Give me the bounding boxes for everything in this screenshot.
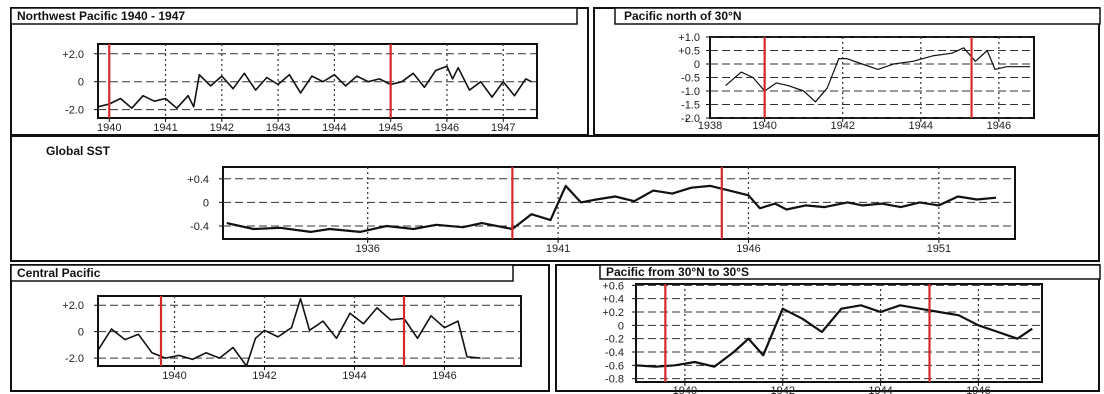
y-tick-label: 0	[78, 327, 84, 339]
y-tick-label: -0.4	[605, 347, 624, 359]
x-tick-label: 1946	[987, 120, 1011, 132]
y-tick-label: +0.5	[678, 46, 700, 58]
y-tick-label: 0	[694, 59, 700, 71]
y-tick-label: -1.0	[681, 86, 700, 98]
y-tick-label: +0.6	[602, 280, 624, 292]
y-tick-label: +0.4	[602, 294, 624, 306]
frame-middle	[10, 135, 1100, 262]
x-tick-label: 1947	[491, 122, 515, 134]
y-tick-label: 0	[618, 320, 624, 332]
y-tick-label: 0	[203, 197, 209, 209]
plot-northwest-pacific: +2.0 0 -2.0 1940 1941 1942 1943 1944 1945 1946 194…	[62, 43, 538, 134]
y-tick-label: -0.6	[605, 360, 624, 372]
x-tick-label: 1940	[673, 385, 697, 394]
x-tick-label: 1944	[342, 370, 366, 382]
plot-area	[97, 43, 538, 119]
title-pn30: Pacific north of 30°N	[624, 9, 742, 23]
x-tick-label: 1940	[97, 122, 121, 134]
x-tick-label: 1946	[966, 385, 990, 394]
series-line	[725, 47, 1031, 103]
y-tick-label: -2.0	[65, 105, 84, 117]
title-nw: Northwest Pacific 1940 - 1947	[17, 9, 185, 23]
y-tick-label: +2.0	[62, 300, 84, 312]
x-tick-label: 1941	[546, 243, 570, 255]
x-tick-label: 1944	[868, 385, 892, 394]
plot-pacific-30n-30s: +0.6 +0.4+0.20 -0.2-0.4-0.6 -0.8 1940 1942 194…	[602, 280, 1043, 394]
series-line	[97, 297, 481, 367]
series-line	[635, 304, 1033, 368]
y-tick-label: +0.2	[602, 307, 624, 319]
title-central: Central Pacific	[17, 266, 101, 280]
x-tick-label: 1940	[162, 370, 186, 382]
x-tick-label: 1943	[266, 122, 290, 134]
x-tick-label: 1936	[355, 243, 379, 255]
title-global: Global SST	[46, 144, 111, 158]
y-tick-label: +0.4	[187, 174, 209, 186]
x-tick-label: 1942	[830, 120, 854, 132]
y-tick-label: -0.8	[605, 374, 624, 386]
x-tick-label: 1945	[378, 122, 402, 134]
y-tick-label: -0.2	[605, 334, 624, 346]
x-tick-label: 1938	[698, 120, 722, 132]
x-tick-label: 1942	[771, 385, 795, 394]
y-tick-label: -2.0	[681, 113, 700, 125]
x-tick-label: 1940	[752, 120, 776, 132]
x-tick-label: 1942	[210, 122, 234, 134]
x-tick-label: 1944	[322, 122, 346, 134]
y-tick-label: -0.4	[190, 221, 209, 233]
y-tick-label: +1.0	[678, 32, 700, 44]
y-tick-label: -2.0	[65, 353, 84, 365]
y-tick-label: -0.5	[681, 73, 700, 85]
series-line	[226, 184, 997, 233]
y-tick-label: 0	[78, 77, 84, 89]
series-line	[97, 65, 532, 109]
plot-area	[222, 166, 1016, 240]
x-tick-label: 1944	[909, 120, 933, 132]
x-tick-label: 1942	[252, 370, 276, 382]
plot-central-pacific: +2.0 0 -2.0 1940 1942 1944 1946	[62, 295, 522, 382]
x-tick-label: 1946	[435, 122, 459, 134]
x-tick-label: 1941	[153, 122, 177, 134]
x-tick-label: 1946	[736, 243, 760, 255]
title-boxes	[10, 7, 1101, 282]
title-tropics: Pacific from 30°N to 30°S	[606, 265, 749, 279]
x-tick-label: 1946	[432, 370, 456, 382]
y-tick-label: +2.0	[62, 49, 84, 61]
x-tick-label: 1951	[927, 243, 951, 255]
y-tick-label: -1.5	[681, 100, 700, 112]
plot-global-sst: +0.4 0 -0.4 1936 1941 1946 1951	[187, 166, 1016, 255]
